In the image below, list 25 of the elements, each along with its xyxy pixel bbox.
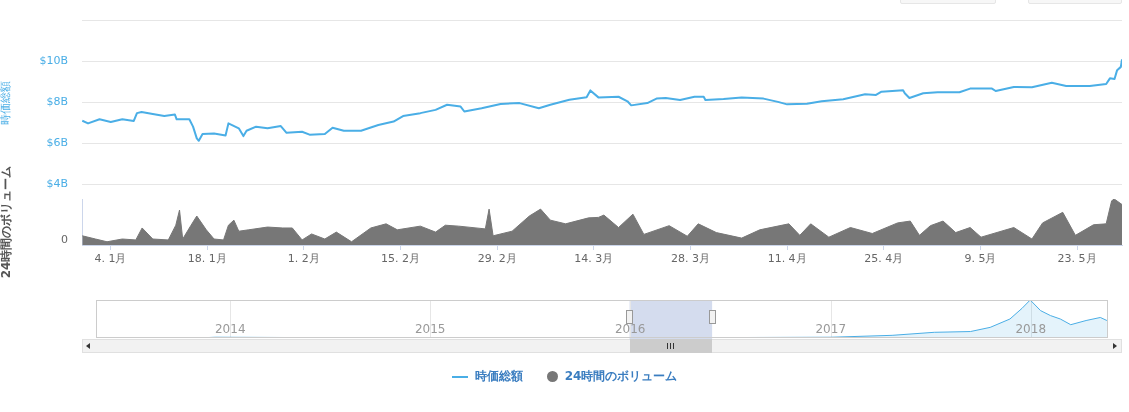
x-tick-label: 2014 xyxy=(214,322,246,337)
x-tick-label: 29. 2月 xyxy=(477,252,517,266)
x-tick-label: 18. 1月 xyxy=(187,252,227,266)
x-tick-label: 2016 xyxy=(614,322,646,337)
y-axis-title: 24時間のボリューム xyxy=(0,165,14,279)
x-tick-label: 15. 2月 xyxy=(380,252,420,266)
x-tick-label: 2018 xyxy=(1015,322,1047,337)
y-axis-title: 時価総額 xyxy=(0,80,13,125)
x-tick-label: 1. 2月 xyxy=(287,252,320,266)
legend-label: 24時間のボリューム xyxy=(564,369,678,383)
x-tick-label: 25. 4月 xyxy=(864,252,904,266)
x-tick-label: 2015 xyxy=(414,322,446,337)
y-tick-label: $10B xyxy=(39,54,68,68)
x-tick-label: 23. 5月 xyxy=(1057,252,1097,266)
x-tick-label: 4. 1月 xyxy=(94,252,127,266)
legend-label: 時価総額 xyxy=(474,369,523,383)
x-tick-label: 9. 5月 xyxy=(964,252,997,266)
y-tick-label: $6B xyxy=(46,136,68,150)
y-tick-label: $8B xyxy=(46,95,68,109)
y-tick-label: $4B xyxy=(46,177,68,191)
x-tick-label: 28. 3月 xyxy=(670,252,710,266)
x-tick-label: 14. 3月 xyxy=(574,252,614,266)
x-tick-label: 2017 xyxy=(815,322,847,337)
text: 0 xyxy=(61,232,68,246)
x-tick-label: 11. 4月 xyxy=(767,252,807,266)
